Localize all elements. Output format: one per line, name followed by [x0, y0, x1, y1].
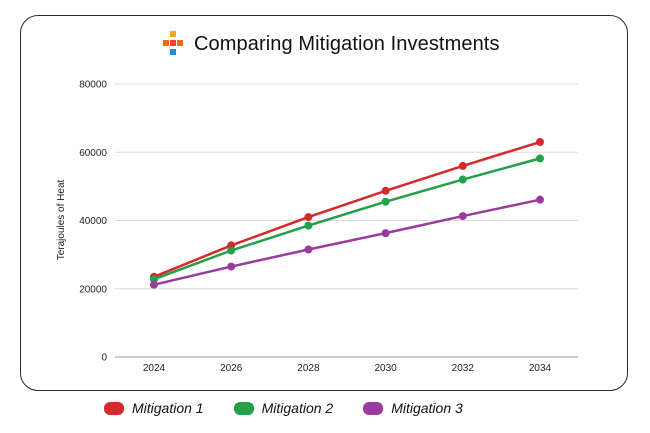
data-point — [536, 154, 544, 163]
data-point — [227, 246, 236, 255]
data-point — [381, 186, 390, 195]
data-point — [381, 229, 390, 238]
y-tick-label: 20000 — [79, 284, 107, 295]
x-tick-label: 2030 — [374, 363, 397, 374]
data-point — [304, 213, 313, 222]
legend-swatch — [233, 401, 254, 415]
legend-item[interactable]: Mitigation 1 — [104, 400, 204, 416]
logo-right-square — [177, 40, 183, 46]
logo-center-square — [170, 40, 176, 46]
legend-swatch — [104, 401, 124, 415]
data-point — [150, 280, 158, 289]
logo-top-square — [170, 31, 176, 37]
legend-swatch — [363, 401, 384, 415]
legend-item[interactable]: Mitigation 2 — [233, 400, 334, 416]
legend-label: Mitigation 1 — [132, 400, 204, 416]
legend: Mitigation 1 Mitigation 2 Mitigation 3 — [104, 400, 463, 416]
series-line — [153, 157, 541, 281]
y-tick-label: 80000 — [79, 80, 107, 91]
x-tick-label: 2032 — [452, 363, 475, 374]
series-group — [150, 138, 544, 289]
y-axis-ticks: 0 20000 40000 60000 80000 — [79, 80, 107, 364]
data-point — [536, 195, 544, 204]
y-axis-label: Terajoules of Heat — [56, 179, 67, 260]
x-tick-label: 2028 — [297, 363, 320, 374]
series-line — [153, 140, 541, 278]
logo-left-square — [163, 40, 169, 46]
data-point — [227, 262, 236, 271]
x-tick-label: 2026 — [220, 363, 243, 374]
legend-label: Mitigation 2 — [261, 400, 334, 416]
grid-lines — [115, 83, 578, 358]
data-point — [536, 138, 544, 147]
legend-item[interactable]: Mitigation 3 — [363, 400, 463, 416]
chart-title: Comparing Mitigation Investments — [194, 32, 500, 55]
data-point — [458, 175, 467, 184]
x-tick-label: 2034 — [529, 363, 552, 374]
x-axis-ticks: 2024 2026 2028 2030 2032 2034 — [143, 363, 552, 374]
series-line — [153, 198, 541, 286]
y-tick-label: 60000 — [79, 148, 107, 159]
y-tick-label: 40000 — [79, 216, 107, 227]
x-tick-label: 2024 — [143, 363, 166, 374]
plus-logo-icon — [163, 31, 183, 55]
logo-bottom-square — [170, 49, 176, 55]
y-tick-label: 0 — [101, 353, 107, 364]
legend-label: Mitigation 3 — [391, 400, 463, 416]
data-point — [381, 197, 390, 206]
data-point — [304, 221, 313, 230]
chart-header: Comparing Mitigation Investments — [162, 30, 500, 58]
data-point — [458, 212, 467, 221]
data-point — [458, 161, 467, 170]
data-point — [304, 245, 313, 254]
